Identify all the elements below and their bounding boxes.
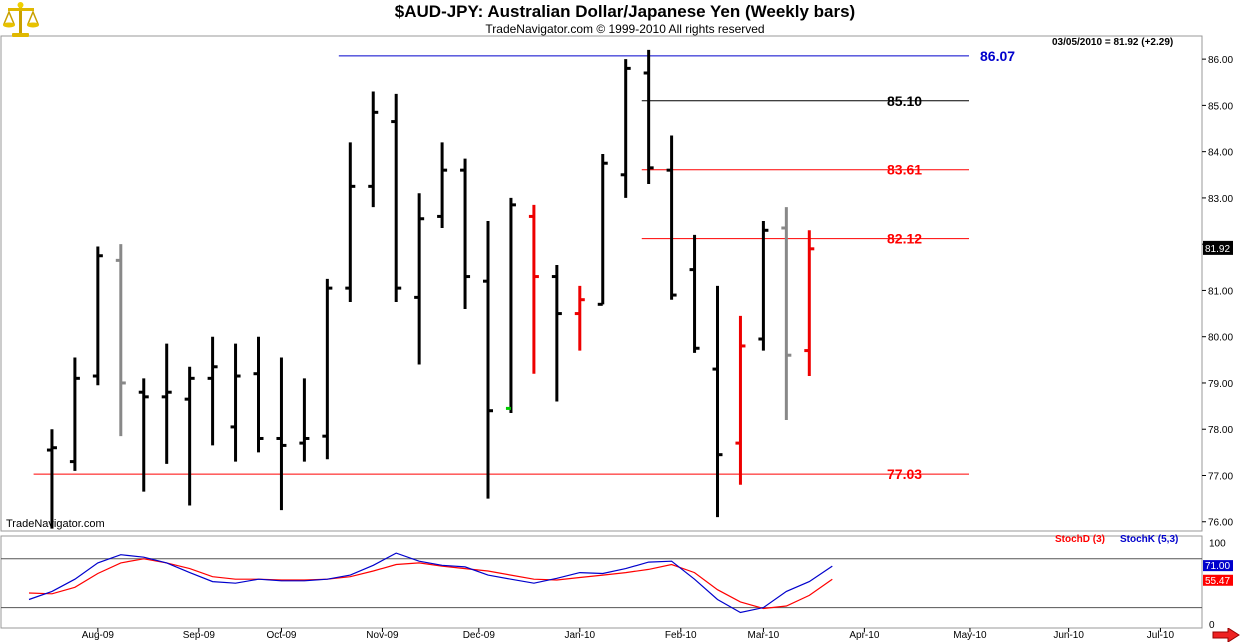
y-tick-label: 85.00 xyxy=(1208,101,1233,112)
level-label: 83.61 xyxy=(887,162,922,178)
level-label: 85.10 xyxy=(887,93,922,109)
level-label: 82.12 xyxy=(887,231,922,247)
x-tick-label: Jun-10 xyxy=(1053,630,1084,641)
x-tick-label: Jan-10 xyxy=(565,630,596,641)
stochD-value: 55.47 xyxy=(1205,576,1230,587)
x-tick-label: May-10 xyxy=(953,630,987,641)
y-tick-label: 76.00 xyxy=(1208,518,1233,529)
stochK-line xyxy=(28,552,833,614)
stochD-legend: StochD (3) xyxy=(1055,534,1105,545)
x-tick-label: Nov-09 xyxy=(366,630,399,641)
level-label: 86.07 xyxy=(980,48,1015,64)
red-arrow-icon[interactable] xyxy=(1212,628,1240,642)
x-tick-label: Dec-09 xyxy=(463,630,496,641)
chart-title: $AUD-JPY: Australian Dollar/Japanese Yen… xyxy=(394,2,856,21)
y-tick-label: 81.00 xyxy=(1208,286,1233,297)
x-tick-label: Sep-09 xyxy=(183,630,216,641)
x-tick-label: Apr-10 xyxy=(849,630,879,641)
x-tick-label: Jul-10 xyxy=(1147,630,1175,641)
y-tick-label: 79.00 xyxy=(1208,379,1233,390)
y-tick-label: 84.00 xyxy=(1208,148,1233,159)
stoch-tick-label: 0 xyxy=(1209,620,1215,631)
stochD-value-box xyxy=(1203,574,1233,586)
stochK-value: 71.00 xyxy=(1205,561,1230,572)
x-tick-label: Feb-10 xyxy=(665,630,697,641)
y-tick-label: 83.00 xyxy=(1208,194,1233,205)
y-tick-label: 77.00 xyxy=(1208,471,1233,482)
gold-scales-icon[interactable] xyxy=(0,0,42,40)
watermark: TradeNavigator.com xyxy=(6,518,105,530)
level-label: 77.03 xyxy=(887,466,922,482)
last-price-box xyxy=(1203,240,1233,255)
stochK-value-box xyxy=(1203,560,1233,572)
stochK-legend: StochK (5,3) xyxy=(1120,534,1178,545)
x-tick-label: Mar-10 xyxy=(748,630,780,641)
stoch-panel xyxy=(0,535,1203,629)
y-tick-label: 78.00 xyxy=(1208,425,1233,436)
stoch-tick-label: 100 xyxy=(1209,539,1226,550)
x-tick-label: Oct-09 xyxy=(266,630,296,641)
x-tick-label: Aug-09 xyxy=(82,630,115,641)
y-tick-label: 80.00 xyxy=(1208,333,1233,344)
last-price-label: 81.92 xyxy=(1205,244,1230,255)
y-tick-label: 86.00 xyxy=(1208,55,1233,66)
last-quote: 03/05/2010 = 81.92 (+2.29) xyxy=(1052,37,1174,48)
chart-subtitle: TradeNavigator.com © 1999-2010 All right… xyxy=(485,22,765,36)
